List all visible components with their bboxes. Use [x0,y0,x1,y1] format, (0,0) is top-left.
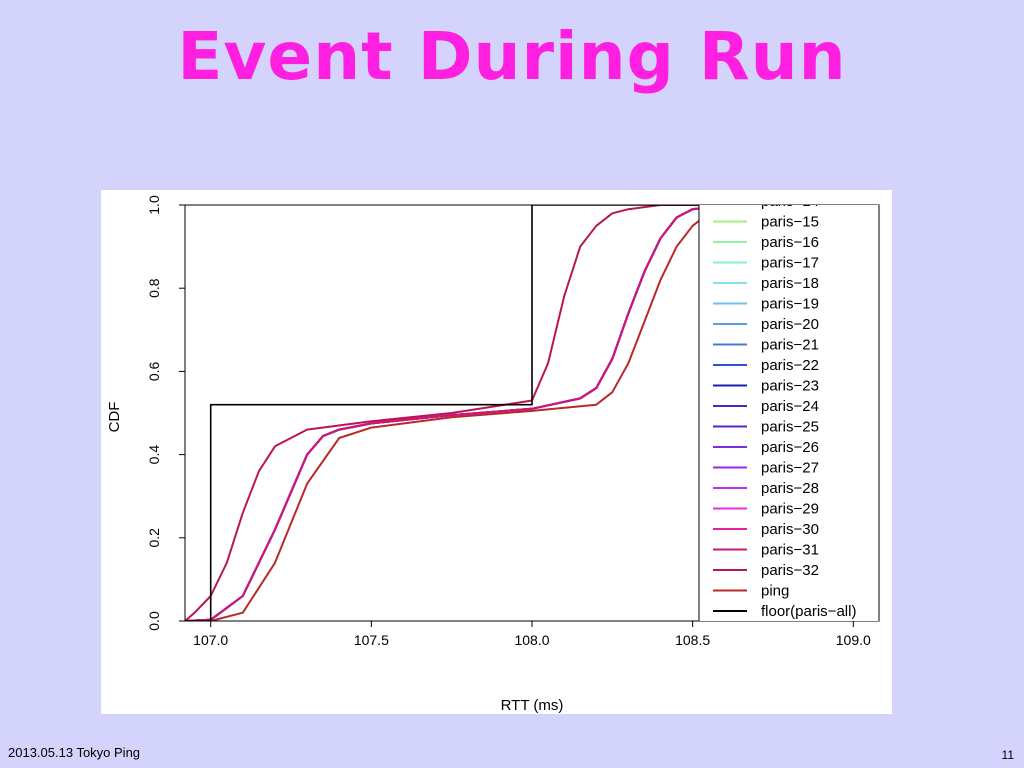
y-tick-label: 0.8 [146,278,162,298]
legend-box [698,205,879,621]
legend-label-paris-21: paris−21 [761,337,819,354]
legend-label-paris-32: paris−32 [761,562,819,579]
legend-label-paris-26: paris−26 [761,439,819,456]
legend-label-paris-22: paris−22 [761,357,819,374]
legend-label-paris-30: paris−30 [761,521,819,538]
page-number: 11 [1001,748,1014,762]
footer-date-title: 2013.05.13 Tokyo Ping [8,745,141,760]
axes: 107.0 107.5 108.0 108.5 109.0 0.0 0.2 0.4 0.6 0.8… [146,195,871,648]
legend-label-paris-24: paris−24 [761,398,819,415]
legend-label-paris-15: paris−15 [761,214,819,231]
series-line-paris-32 [185,205,879,621]
legend-label-paris-17: paris−17 [761,255,819,272]
slide-title: Event During Run [177,18,847,95]
x-tick-label: 107.0 [193,632,228,648]
legend: paris−14 paris−15 paris−16 paris−17 paris−18… [698,193,879,621]
y-axis-label: CDF [106,402,123,433]
legend-label-paris-23: paris−23 [761,378,819,395]
y-tick-label: 1.0 [146,195,162,215]
legend-label-paris-14: paris−14 [761,193,819,210]
y-tick-label: 0.4 [146,445,162,465]
y-tick-label: 0.0 [146,611,162,631]
legend-label-paris-20: paris−20 [761,316,819,333]
series-line-floor-paris-all [185,205,879,621]
y-tick-label: 0.2 [146,528,162,548]
x-tick-label: 108.5 [675,632,710,648]
legend-label-paris-25: paris−25 [761,419,819,436]
legend-label-paris-18: paris−18 [761,275,819,292]
y-tick-label: 0.6 [146,361,162,381]
x-tick-label: 109.0 [836,632,871,648]
legend-label-floor-paris-all: floor(paris−all) [761,603,856,620]
legend-label-paris-28: paris−28 [761,480,819,497]
cdf-chart: paris−14 paris−15 paris−16 paris−17 paris−18… [106,193,880,714]
series-line-paris-31 [185,205,879,621]
legend-label-paris-16: paris−16 [761,234,819,251]
x-axis-label: RTT (ms) [501,697,564,714]
legend-label-paris-29: paris−29 [761,501,819,518]
legend-label-ping: ping [761,583,789,600]
x-tick-label: 107.5 [354,632,389,648]
legend-label-paris-27: paris−27 [761,460,819,477]
legend-label-paris-19: paris−19 [761,296,819,313]
x-tick-label: 108.0 [514,632,549,648]
legend-label-paris-31: paris−31 [761,542,819,559]
chart-panel: paris−14 paris−15 paris−16 paris−17 paris−18… [101,190,892,714]
